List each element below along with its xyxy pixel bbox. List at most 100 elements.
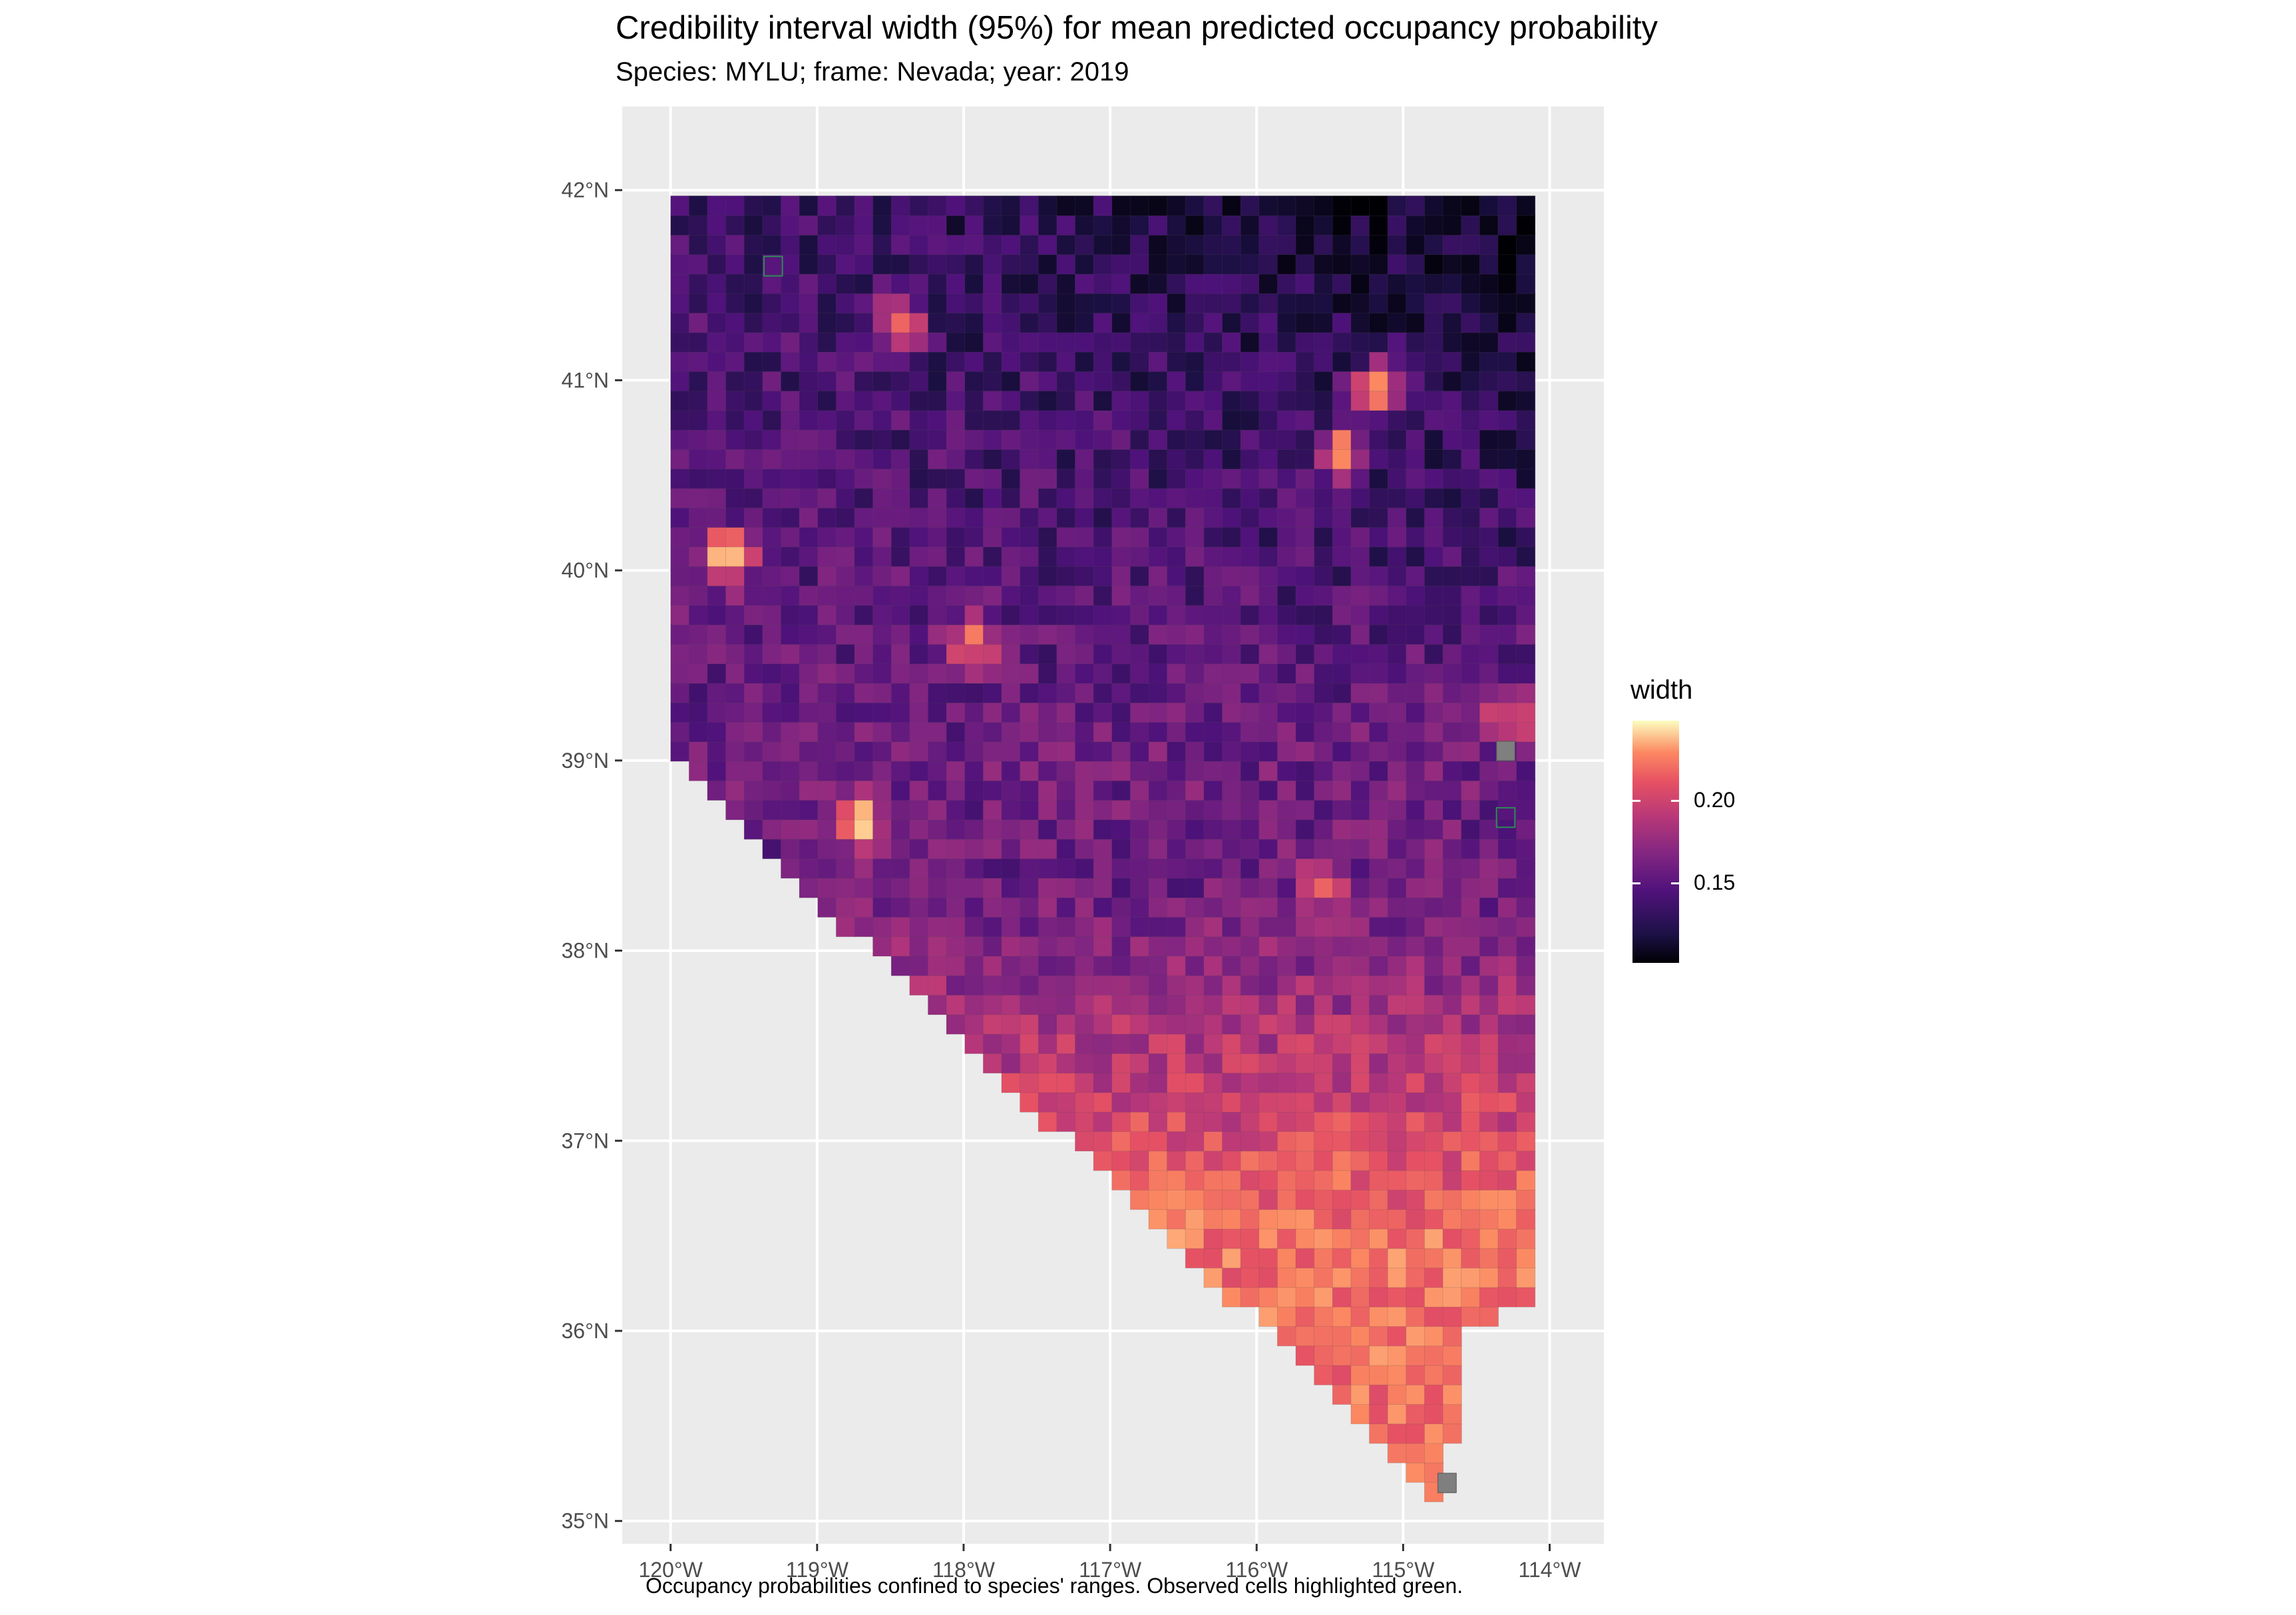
grid-cell bbox=[1056, 293, 1076, 314]
grid-cell bbox=[1038, 819, 1057, 840]
grid-cell bbox=[835, 371, 855, 392]
grid-cell bbox=[1461, 410, 1481, 431]
grid-cell bbox=[1350, 936, 1370, 957]
grid-cell bbox=[1203, 1150, 1223, 1171]
grid-cell bbox=[1314, 468, 1334, 489]
grid-cell bbox=[964, 507, 984, 528]
grid-cell bbox=[1203, 1248, 1223, 1268]
grid-cell bbox=[1038, 546, 1057, 567]
grid-cell bbox=[1442, 254, 1462, 275]
grid-cell bbox=[1461, 1306, 1481, 1327]
grid-cell bbox=[1167, 351, 1187, 372]
grid-cell bbox=[1185, 780, 1205, 801]
grid-cell bbox=[707, 604, 727, 626]
grid-cell bbox=[1516, 1150, 1536, 1171]
grid-cell bbox=[1203, 1208, 1223, 1230]
grid-cell bbox=[928, 468, 948, 489]
grid-cell bbox=[1038, 526, 1057, 548]
grid-cell bbox=[743, 741, 763, 762]
grid-cell bbox=[890, 449, 910, 470]
grid-cell bbox=[1516, 468, 1536, 489]
grid-cell bbox=[817, 331, 837, 353]
x-axis-tick-label: 114°W bbox=[1519, 1558, 1582, 1582]
grid-cell bbox=[1406, 390, 1426, 411]
grid-cell bbox=[1111, 643, 1131, 665]
grid-cell bbox=[1240, 507, 1260, 528]
grid-cell bbox=[1406, 741, 1426, 762]
grid-cell bbox=[835, 507, 855, 528]
grid-cell bbox=[743, 468, 763, 489]
grid-cell bbox=[1075, 331, 1095, 353]
grid-cell bbox=[1056, 566, 1076, 587]
grid-cell bbox=[909, 234, 929, 256]
grid-cell bbox=[799, 312, 819, 333]
grid-cell bbox=[762, 351, 782, 372]
grid-cell bbox=[1387, 234, 1407, 256]
grid-cell bbox=[1516, 936, 1536, 957]
grid-cell bbox=[1424, 1170, 1444, 1190]
grid-cell bbox=[1185, 975, 1205, 995]
grid-cell bbox=[1332, 1345, 1352, 1366]
grid-cell bbox=[1479, 936, 1499, 957]
grid-cell bbox=[1167, 1072, 1187, 1093]
grid-cell bbox=[1516, 1170, 1536, 1190]
grid-cell bbox=[1148, 1189, 1168, 1210]
grid-cell bbox=[1479, 215, 1499, 236]
grid-cell bbox=[1497, 1208, 1517, 1230]
grid-cell bbox=[1479, 1286, 1499, 1308]
grid-cell bbox=[1111, 799, 1131, 820]
grid-cell bbox=[707, 429, 727, 450]
grid-cell bbox=[1442, 1326, 1462, 1347]
grid-cell bbox=[1442, 273, 1462, 294]
grid-cell bbox=[1001, 838, 1021, 859]
grid-cell bbox=[1479, 956, 1499, 976]
grid-cell bbox=[1497, 1170, 1517, 1190]
grid-cell bbox=[1314, 838, 1334, 859]
grid-cell bbox=[1093, 604, 1113, 626]
grid-cell bbox=[1240, 877, 1260, 898]
grid-cell bbox=[1240, 254, 1260, 275]
grid-cell bbox=[1129, 799, 1149, 820]
grid-cell bbox=[1056, 975, 1076, 995]
grid-cell bbox=[1406, 897, 1426, 918]
grid-cell bbox=[1129, 721, 1149, 743]
grid-cell bbox=[799, 410, 819, 431]
grid-cell bbox=[946, 916, 966, 938]
grid-cell bbox=[743, 488, 763, 508]
grid-cell bbox=[1442, 819, 1462, 840]
grid-cell bbox=[1387, 254, 1407, 275]
grid-cell bbox=[1369, 897, 1389, 918]
grid-cell bbox=[1148, 643, 1168, 665]
grid-cell bbox=[854, 741, 874, 762]
grid-cell bbox=[1406, 410, 1426, 431]
grid-cell bbox=[1387, 526, 1407, 548]
grid-cell bbox=[1001, 312, 1021, 333]
grid-cell bbox=[1185, 215, 1205, 236]
grid-cell bbox=[1497, 702, 1517, 723]
grid-cell bbox=[1258, 331, 1278, 353]
grid-cell bbox=[1332, 858, 1352, 879]
grid-cell bbox=[1276, 721, 1297, 743]
grid-cell bbox=[835, 390, 855, 411]
grid-cell bbox=[1111, 1013, 1131, 1035]
grid-cell bbox=[1111, 741, 1131, 762]
grid-cell bbox=[743, 663, 763, 684]
grid-cell bbox=[1222, 624, 1242, 645]
grid-cell bbox=[835, 312, 855, 333]
grid-cell bbox=[909, 410, 929, 431]
grid-cell bbox=[1479, 507, 1499, 528]
grid-cell bbox=[982, 1013, 1002, 1035]
grid-cell bbox=[817, 488, 837, 508]
grid-cell bbox=[1185, 897, 1205, 918]
grid-cell bbox=[1038, 643, 1057, 665]
grid-cell bbox=[725, 780, 745, 801]
grid-cell bbox=[1167, 215, 1187, 236]
grid-cell bbox=[1185, 663, 1205, 684]
grid-cell bbox=[670, 234, 690, 256]
grid-cell bbox=[890, 331, 910, 353]
grid-cell bbox=[982, 916, 1002, 938]
grid-cell bbox=[982, 624, 1002, 645]
grid-cell bbox=[1350, 1384, 1370, 1405]
grid-cell bbox=[762, 546, 782, 567]
grid-cell bbox=[1350, 195, 1370, 216]
